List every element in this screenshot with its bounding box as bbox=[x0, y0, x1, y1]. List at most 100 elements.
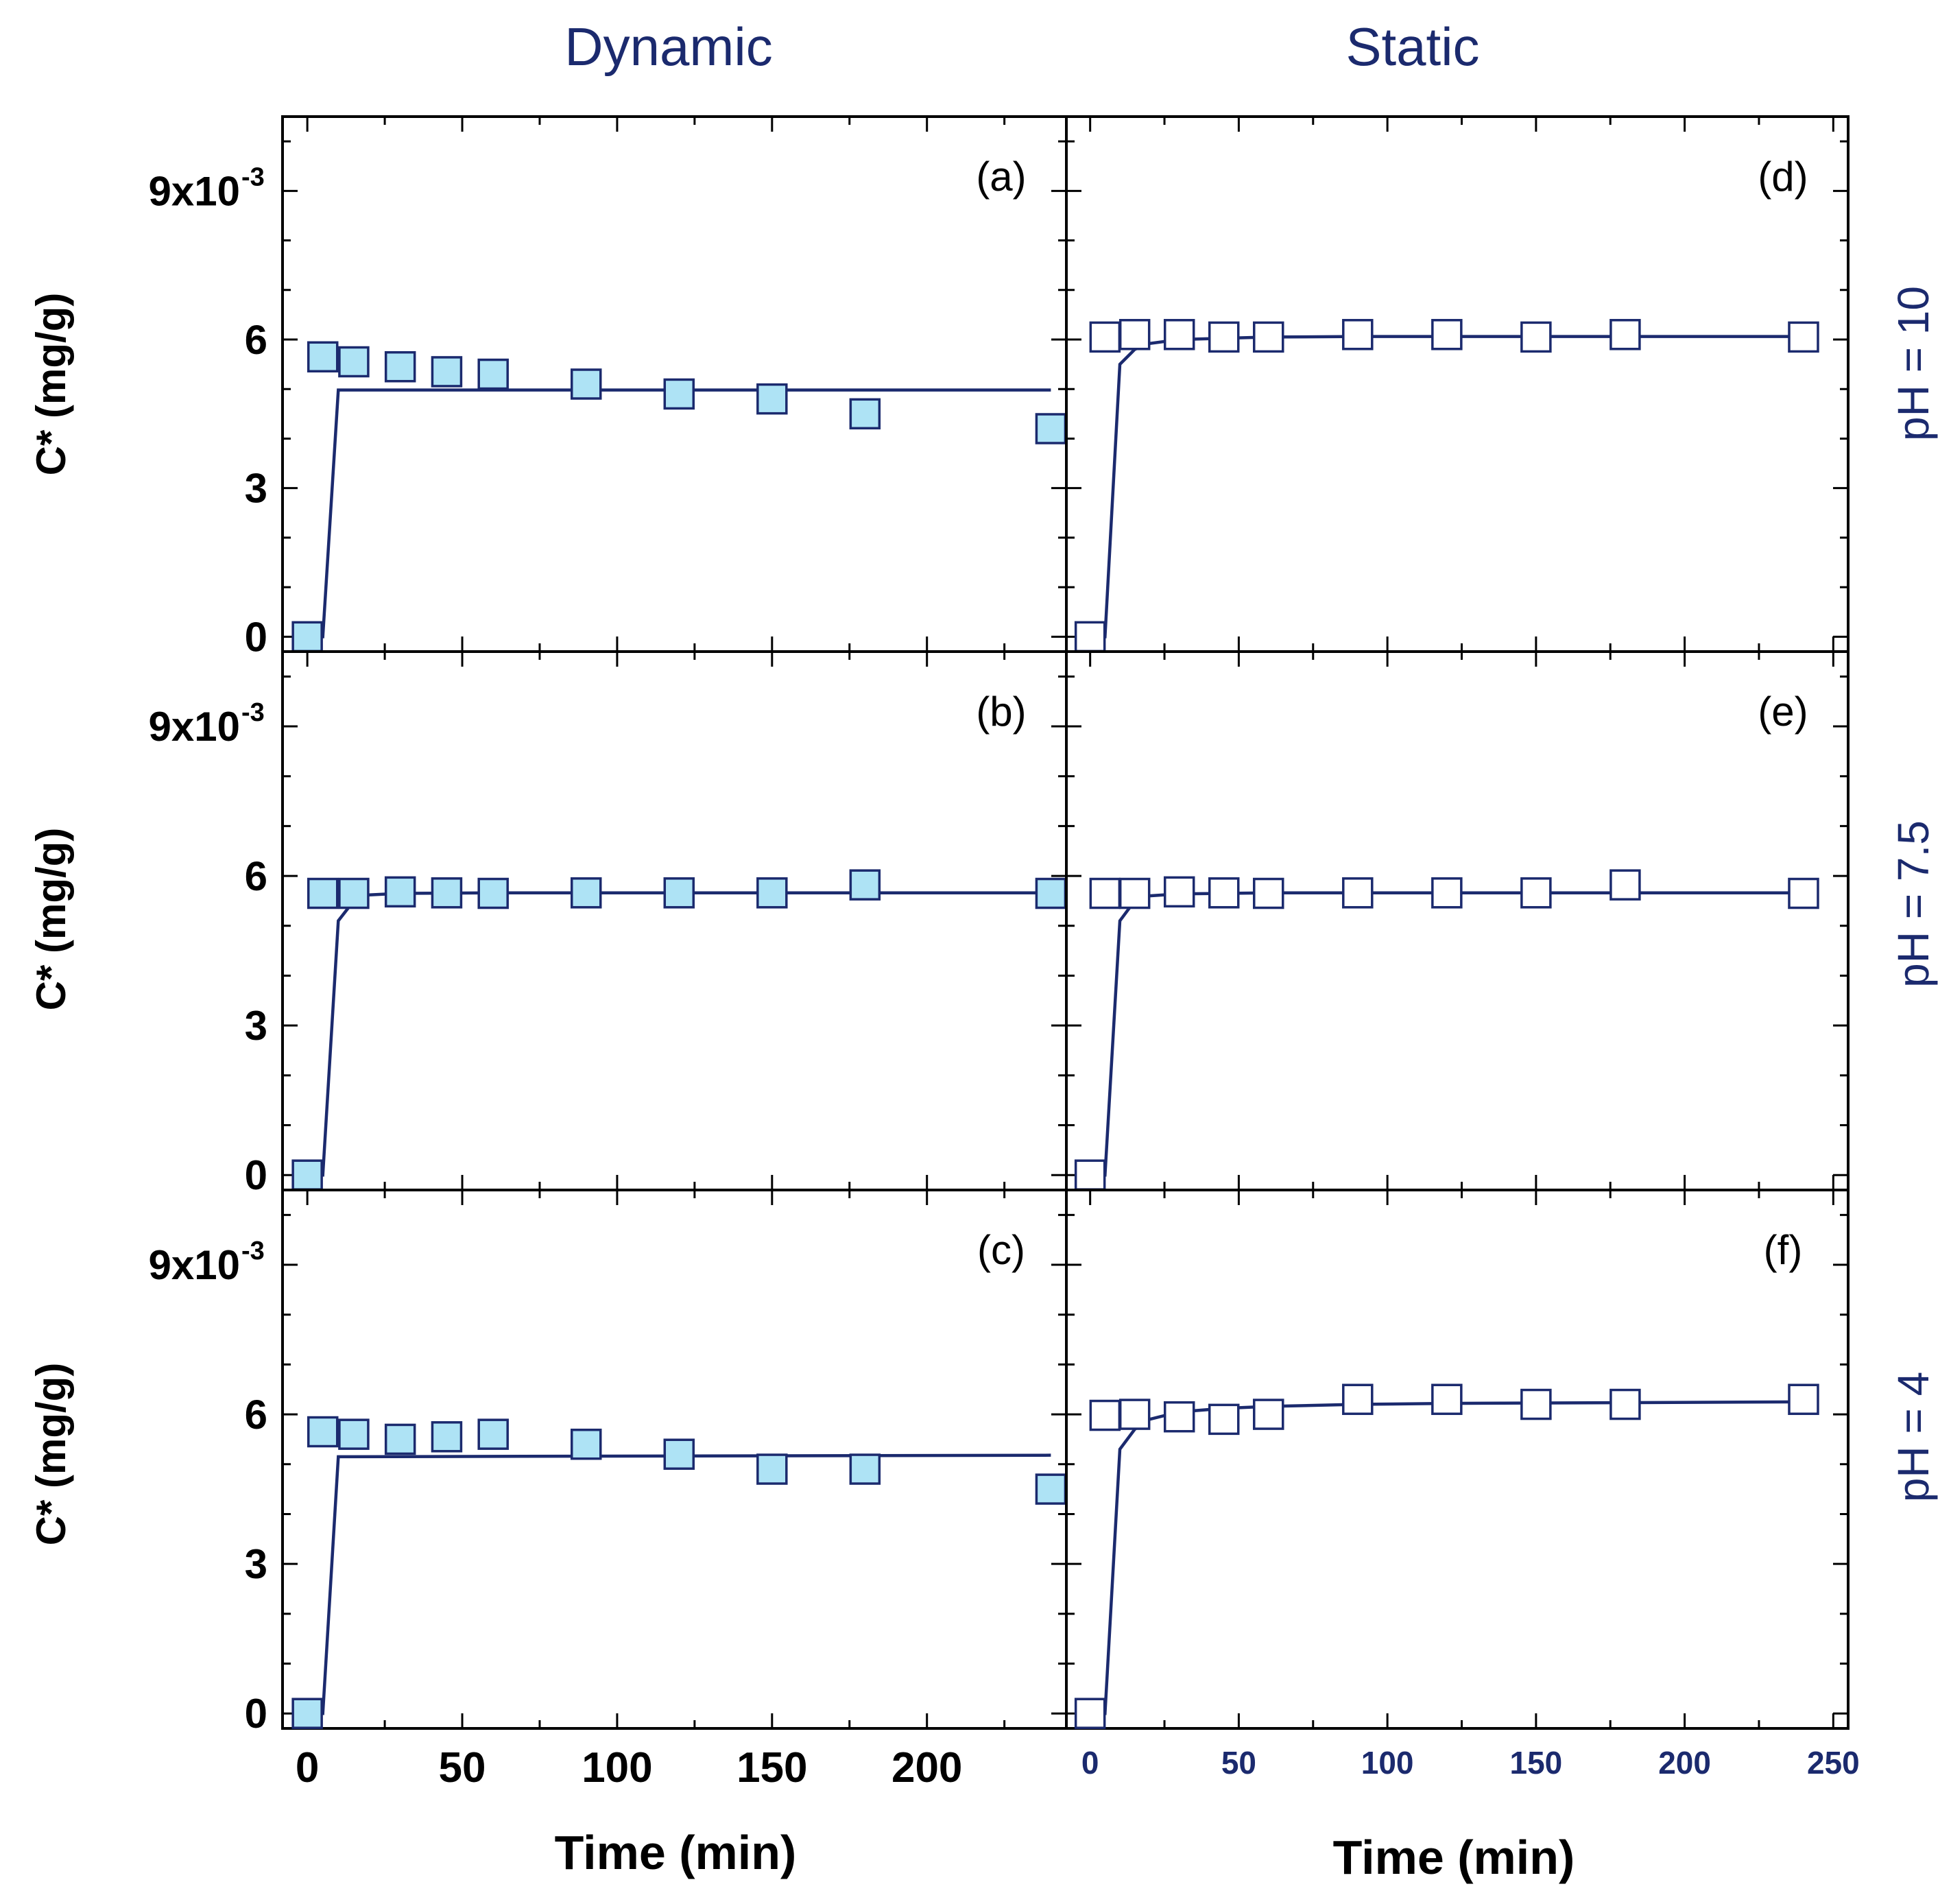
data-point bbox=[570, 1428, 602, 1460]
data-point bbox=[477, 358, 509, 390]
data-point bbox=[477, 1418, 509, 1450]
data-point bbox=[1118, 319, 1151, 350]
data-point bbox=[756, 877, 788, 909]
data-point bbox=[307, 341, 339, 373]
data-point bbox=[1074, 1159, 1106, 1191]
axis-ticks bbox=[1066, 652, 1848, 1190]
panel-b: 0 3 6 9x10 -3 (b) bbox=[149, 650, 1068, 1198]
panel-f: 0 50 100 150 200 250 (f) bbox=[1065, 1189, 1860, 1781]
data-point bbox=[1342, 319, 1374, 350]
data-point bbox=[1520, 877, 1552, 909]
x-axis-label-static: Time (min) bbox=[1333, 1831, 1575, 1884]
data-point bbox=[1788, 1383, 1819, 1416]
data-point bbox=[431, 1421, 463, 1453]
panel-d: (d) bbox=[1065, 115, 1850, 653]
y-tick-label: 9x10 bbox=[149, 1242, 240, 1288]
data-point bbox=[1074, 1698, 1106, 1729]
y-tick-label: 6 bbox=[245, 853, 267, 899]
data-point bbox=[1163, 1401, 1195, 1433]
axis-ticks bbox=[1066, 1190, 1848, 1728]
data-point bbox=[1253, 1399, 1284, 1430]
y-axis-label-a: C* (mg/g) bbox=[28, 293, 74, 476]
data-point bbox=[1342, 877, 1374, 909]
y-tick-exponent: -3 bbox=[241, 1237, 265, 1265]
panel-label: (d) bbox=[1758, 154, 1808, 200]
data-point bbox=[477, 877, 509, 909]
data-point bbox=[307, 877, 339, 909]
data-point bbox=[1208, 321, 1240, 353]
x-tick-label: 250 bbox=[1807, 1745, 1860, 1781]
fit-line bbox=[307, 1453, 1051, 1715]
data-point bbox=[431, 356, 463, 388]
column-title-dynamic: Dynamic bbox=[564, 16, 772, 77]
data-point bbox=[1253, 877, 1284, 909]
data-point bbox=[1208, 1403, 1240, 1436]
fit-line bbox=[307, 388, 1051, 639]
data-point bbox=[1609, 319, 1641, 350]
row-label-ph4: pH = 4 bbox=[1889, 1372, 1938, 1502]
data-point bbox=[849, 869, 881, 901]
panel-label: (f) bbox=[1764, 1227, 1803, 1273]
data-point bbox=[1788, 877, 1819, 909]
panel-label: (b) bbox=[976, 689, 1026, 735]
data-point bbox=[1342, 1383, 1374, 1416]
x-tick-label: 50 bbox=[439, 1744, 486, 1792]
y-axis-label-c: C* (mg/g) bbox=[28, 1363, 74, 1546]
data-point bbox=[431, 877, 463, 909]
fit-line bbox=[1090, 891, 1804, 1177]
data-point bbox=[756, 1453, 788, 1485]
data-point bbox=[338, 877, 370, 909]
data-point bbox=[1609, 1388, 1641, 1420]
x-tick-label: 0 bbox=[296, 1744, 319, 1792]
row-label-ph7-5: pH = 7.5 bbox=[1889, 820, 1938, 988]
data-point bbox=[1431, 877, 1463, 909]
data-point bbox=[1431, 319, 1463, 350]
data-point bbox=[338, 346, 370, 378]
fit-line bbox=[1090, 335, 1804, 639]
data-point bbox=[1089, 877, 1121, 909]
data-point bbox=[1163, 319, 1195, 350]
row-label-ph10: pH = 10 bbox=[1889, 286, 1938, 441]
data-point bbox=[291, 621, 323, 653]
y-tick-label: 9x10 bbox=[149, 168, 240, 214]
panel-c: 0 3 6 9x10 -3 0 50 100 150 200 (c) bbox=[149, 1189, 1068, 1792]
panel-label: (c) bbox=[977, 1227, 1025, 1273]
data-point bbox=[756, 383, 788, 415]
y-axis-label-b: C* (mg/g) bbox=[28, 828, 74, 1011]
data-point bbox=[849, 398, 881, 430]
data-point bbox=[307, 1416, 339, 1448]
data-point bbox=[1118, 877, 1151, 909]
panel-a: 0 3 6 9x10 -3 (a) bbox=[149, 115, 1068, 660]
panel-frame bbox=[1065, 1189, 1850, 1730]
y-tick-label: 0 bbox=[245, 1152, 267, 1198]
y-tick-label: 6 bbox=[245, 1392, 267, 1438]
column-title-static: Static bbox=[1345, 16, 1479, 77]
data-point bbox=[570, 877, 602, 909]
data-point bbox=[384, 1423, 416, 1455]
y-tick-exponent: -3 bbox=[241, 163, 265, 191]
panel-label: (a) bbox=[976, 154, 1026, 200]
data-point bbox=[384, 350, 416, 383]
data-point bbox=[338, 1418, 370, 1450]
data-point bbox=[1208, 877, 1240, 909]
data-point bbox=[1089, 321, 1121, 353]
data-point bbox=[1788, 321, 1819, 353]
data-point bbox=[849, 1453, 881, 1485]
data-point bbox=[1520, 1388, 1552, 1420]
axis-ticks bbox=[1066, 117, 1848, 652]
data-point bbox=[663, 1438, 695, 1470]
panel-e: (e) bbox=[1065, 650, 1850, 1191]
x-tick-label: 200 bbox=[891, 1744, 962, 1792]
data-point bbox=[1609, 869, 1641, 901]
data-point bbox=[1520, 321, 1552, 353]
data-point bbox=[663, 877, 695, 909]
axis-ticks bbox=[283, 652, 1066, 1190]
data-point bbox=[1035, 877, 1067, 909]
data-point bbox=[1431, 1383, 1463, 1416]
data-point bbox=[291, 1159, 323, 1191]
data-point bbox=[1089, 1399, 1121, 1431]
y-tick-label: 6 bbox=[245, 317, 267, 363]
x-tick-label: 100 bbox=[1361, 1745, 1414, 1781]
